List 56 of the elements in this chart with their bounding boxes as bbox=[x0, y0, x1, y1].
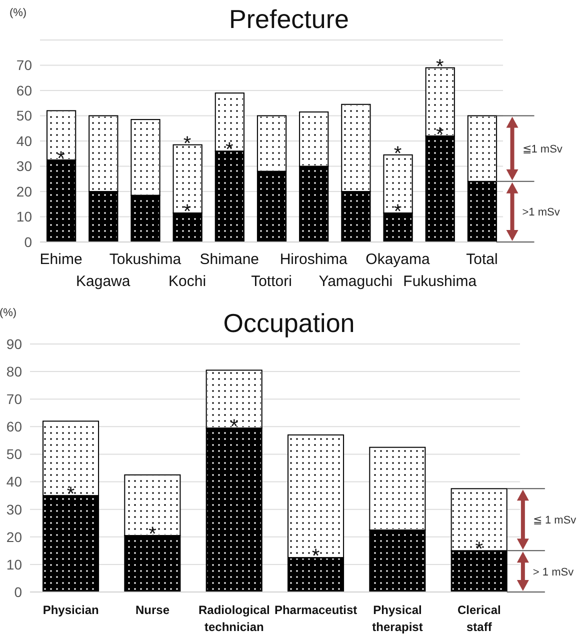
annotation: * bbox=[183, 200, 192, 223]
text: ≦ 1 mSv bbox=[532, 514, 577, 527]
x-tick-label: Fukushima bbox=[403, 273, 478, 290]
x-tick-label: Ehime bbox=[40, 251, 82, 268]
annotation: * bbox=[148, 524, 157, 546]
y-tick-label: 20 bbox=[16, 183, 32, 200]
x-tick-label: Nurse bbox=[135, 603, 170, 617]
x-tick-label: Radiological technician bbox=[198, 603, 270, 634]
x-tick-label: Shimane bbox=[200, 251, 260, 268]
x-tick-label: Physical therapist bbox=[372, 603, 423, 634]
y-tick-label: 20 bbox=[6, 528, 22, 545]
annotation: * bbox=[394, 142, 402, 165]
annotation: * bbox=[57, 148, 66, 170]
annotation: * bbox=[436, 124, 444, 146]
annotation: * bbox=[183, 132, 192, 155]
annotation: * bbox=[475, 538, 484, 561]
annotation: * bbox=[226, 139, 234, 162]
text: >1 mSv bbox=[522, 206, 560, 219]
x-tick-label: Hiroshima bbox=[280, 251, 348, 268]
annotation: * bbox=[230, 416, 238, 438]
x-tick-label: Kagawa bbox=[76, 273, 131, 290]
y-tick-label: 50 bbox=[6, 446, 22, 462]
x-tick-label: Physician bbox=[42, 603, 99, 617]
text: ≦1 mSv bbox=[522, 144, 563, 156]
chart-title: Occupation bbox=[223, 308, 355, 338]
y-tick-label: 10 bbox=[6, 556, 22, 572]
y-tick-label: 50 bbox=[16, 108, 32, 124]
y-tick-label: 0 bbox=[14, 584, 22, 600]
x-tick-label: Tottori bbox=[251, 273, 292, 290]
y-tick-label: 30 bbox=[6, 501, 22, 518]
annotation: * bbox=[66, 484, 75, 506]
y-tick-label: 0 bbox=[24, 234, 32, 250]
x-tick-label: Total bbox=[466, 251, 498, 268]
y-tick-label: 70 bbox=[6, 391, 22, 408]
y-tick-label: 10 bbox=[16, 208, 32, 225]
y-tick-label: 80 bbox=[6, 364, 22, 380]
y-axis-title: (%) bbox=[9, 7, 27, 19]
x-tick-label: Kochi bbox=[168, 273, 206, 290]
y-tick-label: 90 bbox=[6, 336, 22, 352]
y-tick-label: 60 bbox=[6, 418, 22, 435]
x-tick-label: Yamaguchi bbox=[318, 273, 393, 290]
y-tick-label: 70 bbox=[16, 57, 32, 74]
x-tick-label: Okayama bbox=[366, 251, 431, 268]
y-tick-label: 30 bbox=[16, 158, 32, 174]
annotation: * bbox=[436, 56, 444, 78]
y-axis-title: (%) bbox=[0, 307, 17, 319]
text: > 1 mSv bbox=[532, 566, 574, 578]
x-tick-label: Pharmaceutist bbox=[274, 603, 358, 617]
y-tick-label: 60 bbox=[16, 82, 32, 98]
annotation: * bbox=[312, 546, 320, 568]
x-tick-label: Tokushima bbox=[109, 251, 182, 268]
x-tick-label: Clerical staff bbox=[457, 603, 501, 634]
annotation: * bbox=[394, 200, 402, 223]
y-tick-label: 40 bbox=[16, 132, 32, 149]
y-tick-label: 40 bbox=[6, 474, 22, 490]
chart-title: Prefecture bbox=[229, 4, 349, 34]
